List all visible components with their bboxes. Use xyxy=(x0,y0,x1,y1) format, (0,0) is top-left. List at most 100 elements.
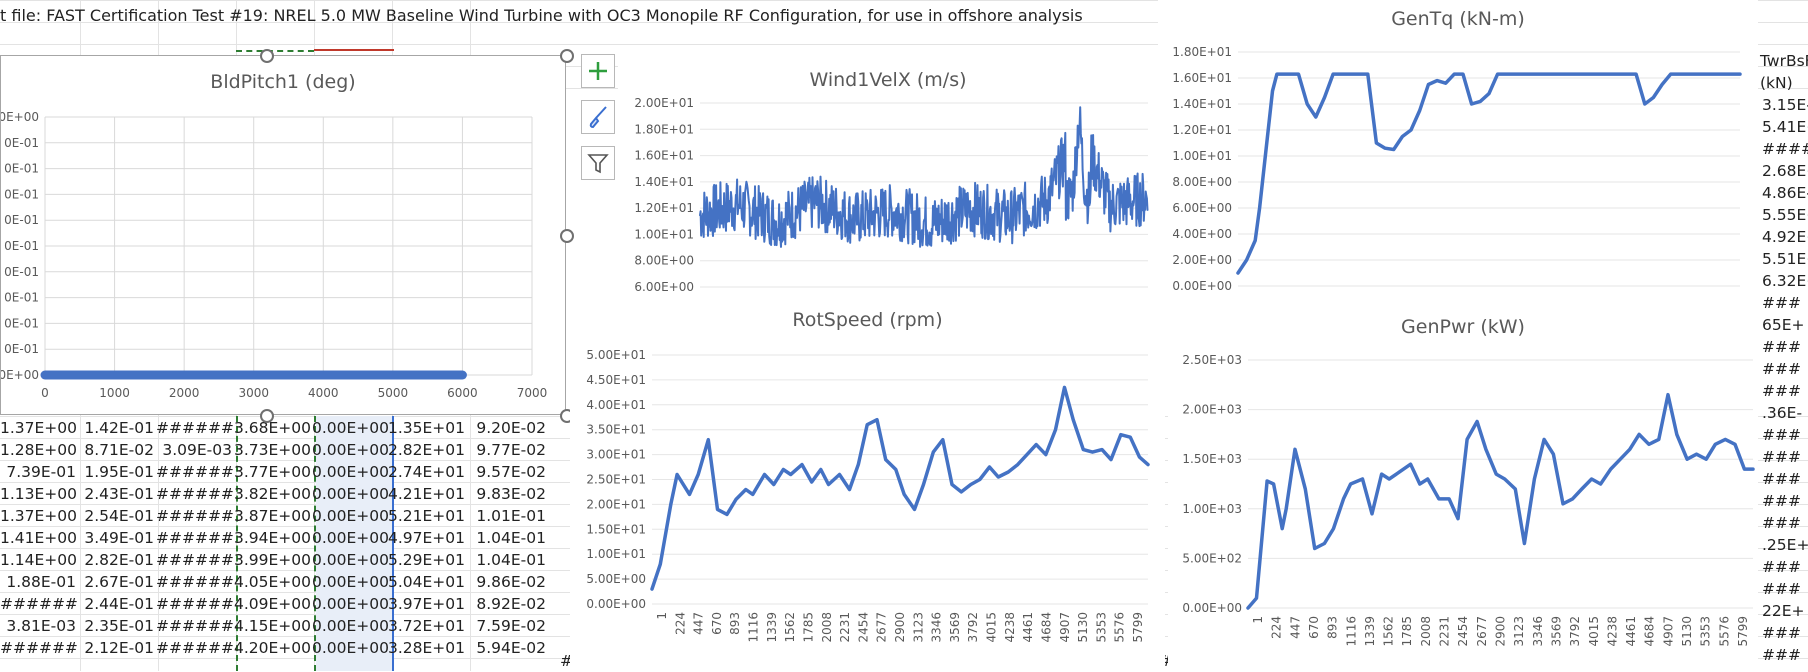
cell[interactable]: .36E- xyxy=(1762,404,1803,422)
cell[interactable]: 3.99E+00 xyxy=(234,551,312,569)
cell[interactable]: 3.87E+00 xyxy=(234,507,312,525)
cell[interactable]: 1.28E+00 xyxy=(0,441,78,459)
cell[interactable]: ### xyxy=(1762,646,1801,664)
cell[interactable]: 0.00E+00 xyxy=(312,485,390,503)
cell[interactable]: 3.77E+00 xyxy=(234,463,312,481)
cell[interactable]: 2.43E-01 xyxy=(84,485,154,503)
cell[interactable]: 3.15E- xyxy=(1762,96,1808,114)
cell[interactable]: ###### xyxy=(156,419,234,437)
cell[interactable]: ###### xyxy=(0,639,78,657)
cell[interactable]: 3.68E+00 xyxy=(234,419,312,437)
cell[interactable]: ### xyxy=(1762,448,1801,466)
cell[interactable]: 1.88E-01 xyxy=(6,573,76,591)
cell[interactable]: 2.82E+01 xyxy=(388,441,466,459)
cell[interactable]: 0.00E+00 xyxy=(312,551,390,569)
chart-wind1velx[interactable]: Wind1VelX (m/s) 6.00E+00 8.00E+00 1.00E+01… xyxy=(618,55,1158,295)
cell[interactable]: ###### xyxy=(156,639,234,657)
cell[interactable]: 2.82E-01 xyxy=(84,551,154,569)
chart-bldpitch1[interactable]: BldPitch1 (deg) 0E+00 0E-01 0E-01 0E-01 0E-0… xyxy=(0,55,566,415)
cell[interactable]: 1.13E+00 xyxy=(0,485,78,503)
cell[interactable]: 0.00E+00 xyxy=(312,529,390,547)
sheet-title-cell[interactable]: t file: FAST Certification Test #19: NRE… xyxy=(0,6,1083,25)
cell[interactable]: ### xyxy=(1762,492,1801,510)
cell[interactable]: 2.67E-01 xyxy=(84,573,154,591)
cell[interactable]: ### xyxy=(1762,360,1801,378)
cell[interactable]: 3.72E+01 xyxy=(388,617,466,635)
right-column-header-2[interactable]: (kN) xyxy=(1760,74,1793,92)
cell[interactable]: 3.28E+01 xyxy=(388,639,466,657)
cell[interactable]: ###### xyxy=(0,595,78,613)
cell[interactable]: ### xyxy=(1762,426,1801,444)
cell[interactable]: 2.12E-01 xyxy=(84,639,154,657)
cell[interactable]: 1.01E-01 xyxy=(476,507,546,525)
cell[interactable]: 1.95E-01 xyxy=(84,463,154,481)
cell[interactable]: 7.59E-02 xyxy=(476,617,546,635)
cell[interactable]: 0.00E+00 xyxy=(312,419,390,437)
cell[interactable]: 4.20E+00 xyxy=(234,639,312,657)
cell[interactable]: 2.68E+ xyxy=(1762,162,1808,180)
cell[interactable]: 0.00E+00 xyxy=(312,507,390,525)
cell[interactable]: 4.86E- xyxy=(1762,184,1808,202)
chart-genpwr[interactable]: GenPwr (kW) 0.00E+00 5.00E+02 1.00E+03 1.50… xyxy=(1168,300,1758,671)
cell[interactable]: 5.55E+ xyxy=(1762,206,1808,224)
cell[interactable]: ###### xyxy=(156,485,234,503)
cell[interactable]: 5.41E+ xyxy=(1762,118,1808,136)
cell[interactable]: 3.73E+00 xyxy=(234,441,312,459)
cell[interactable]: ###### xyxy=(156,529,234,547)
cell[interactable]: 4.05E+00 xyxy=(234,573,312,591)
resize-handle-right[interactable] xyxy=(560,229,574,243)
cell[interactable]: 4.09E+00 xyxy=(234,595,312,613)
cell[interactable]: 65E+ xyxy=(1762,316,1805,334)
cell[interactable]: 1.41E+00 xyxy=(0,529,78,547)
cell[interactable]: 5.04E+01 xyxy=(388,573,466,591)
cell[interactable]: 8.71E-02 xyxy=(84,441,154,459)
cell[interactable]: 9.83E-02 xyxy=(476,485,546,503)
cell[interactable]: 1.42E-01 xyxy=(84,419,154,437)
cell[interactable]: 6.32E+ xyxy=(1762,272,1808,290)
cell[interactable]: ### xyxy=(1762,558,1801,576)
right-column-header-1[interactable]: TwrBsF xyxy=(1760,52,1808,70)
chart-rotspeed[interactable]: RotSpeed (rpm) 0.00E+00 5.00E+00 1.00E+01 1… xyxy=(570,297,1165,671)
cell[interactable]: 2.35E-01 xyxy=(84,617,154,635)
cell[interactable]: 0.00E+00 xyxy=(312,463,390,481)
cell[interactable]: 0.00E+00 xyxy=(312,441,390,459)
cell[interactable]: 22E+ xyxy=(1762,602,1805,620)
cell[interactable]: ### xyxy=(1762,382,1801,400)
cell[interactable]: 0.00E+00 xyxy=(312,595,390,613)
cell[interactable]: ###### xyxy=(156,551,234,569)
cell[interactable]: 3.49E-01 xyxy=(84,529,154,547)
cell[interactable]: ### xyxy=(1762,580,1801,598)
cell[interactable]: ###### xyxy=(156,463,234,481)
cell[interactable]: 3.81E-03 xyxy=(6,617,76,635)
resize-handle-bottom[interactable] xyxy=(260,409,274,423)
cell[interactable]: #### xyxy=(1762,140,1808,158)
cell[interactable]: 2.44E-01 xyxy=(84,595,154,613)
chart-elements-button[interactable] xyxy=(581,54,615,88)
cell[interactable]: 1.35E+01 xyxy=(388,419,466,437)
cell[interactable]: 2.54E-01 xyxy=(84,507,154,525)
cell[interactable]: ###### xyxy=(156,573,234,591)
cell[interactable]: 2.74E+01 xyxy=(388,463,466,481)
cell[interactable]: 3.94E+00 xyxy=(234,529,312,547)
resize-handle-top-right[interactable] xyxy=(560,49,574,63)
cell[interactable]: ### xyxy=(1762,624,1801,642)
cell[interactable]: 5.29E+01 xyxy=(388,551,466,569)
cell[interactable]: 0.00E+00 xyxy=(312,573,390,591)
cell[interactable]: 5.51E+ xyxy=(1762,250,1808,268)
cell[interactable]: 4.15E+00 xyxy=(234,617,312,635)
cell[interactable]: 1.37E+00 xyxy=(0,507,78,525)
cell[interactable]: ###### xyxy=(156,595,234,613)
cell[interactable]: ### xyxy=(1762,514,1801,532)
cell[interactable]: 0.00E+00 xyxy=(312,639,390,657)
cell[interactable]: 1.14E+00 xyxy=(0,551,78,569)
cell[interactable]: 9.57E-02 xyxy=(476,463,546,481)
chart-styles-button[interactable] xyxy=(581,100,615,134)
cell[interactable]: 5.94E-02 xyxy=(476,639,546,657)
cell[interactable]: 3.82E+00 xyxy=(234,485,312,503)
cell[interactable]: 0.00E+00 xyxy=(312,617,390,635)
cell[interactable]: 1.37E+00 xyxy=(0,419,78,437)
cell[interactable]: 1.04E-01 xyxy=(476,529,546,547)
chart-gentq[interactable]: GenTq (kN-m) 0.00E+00 2.00E+00 4.00E+00 6.0… xyxy=(1158,0,1758,300)
cell[interactable]: ###### xyxy=(156,507,234,525)
cell[interactable]: 9.86E-02 xyxy=(476,573,546,591)
